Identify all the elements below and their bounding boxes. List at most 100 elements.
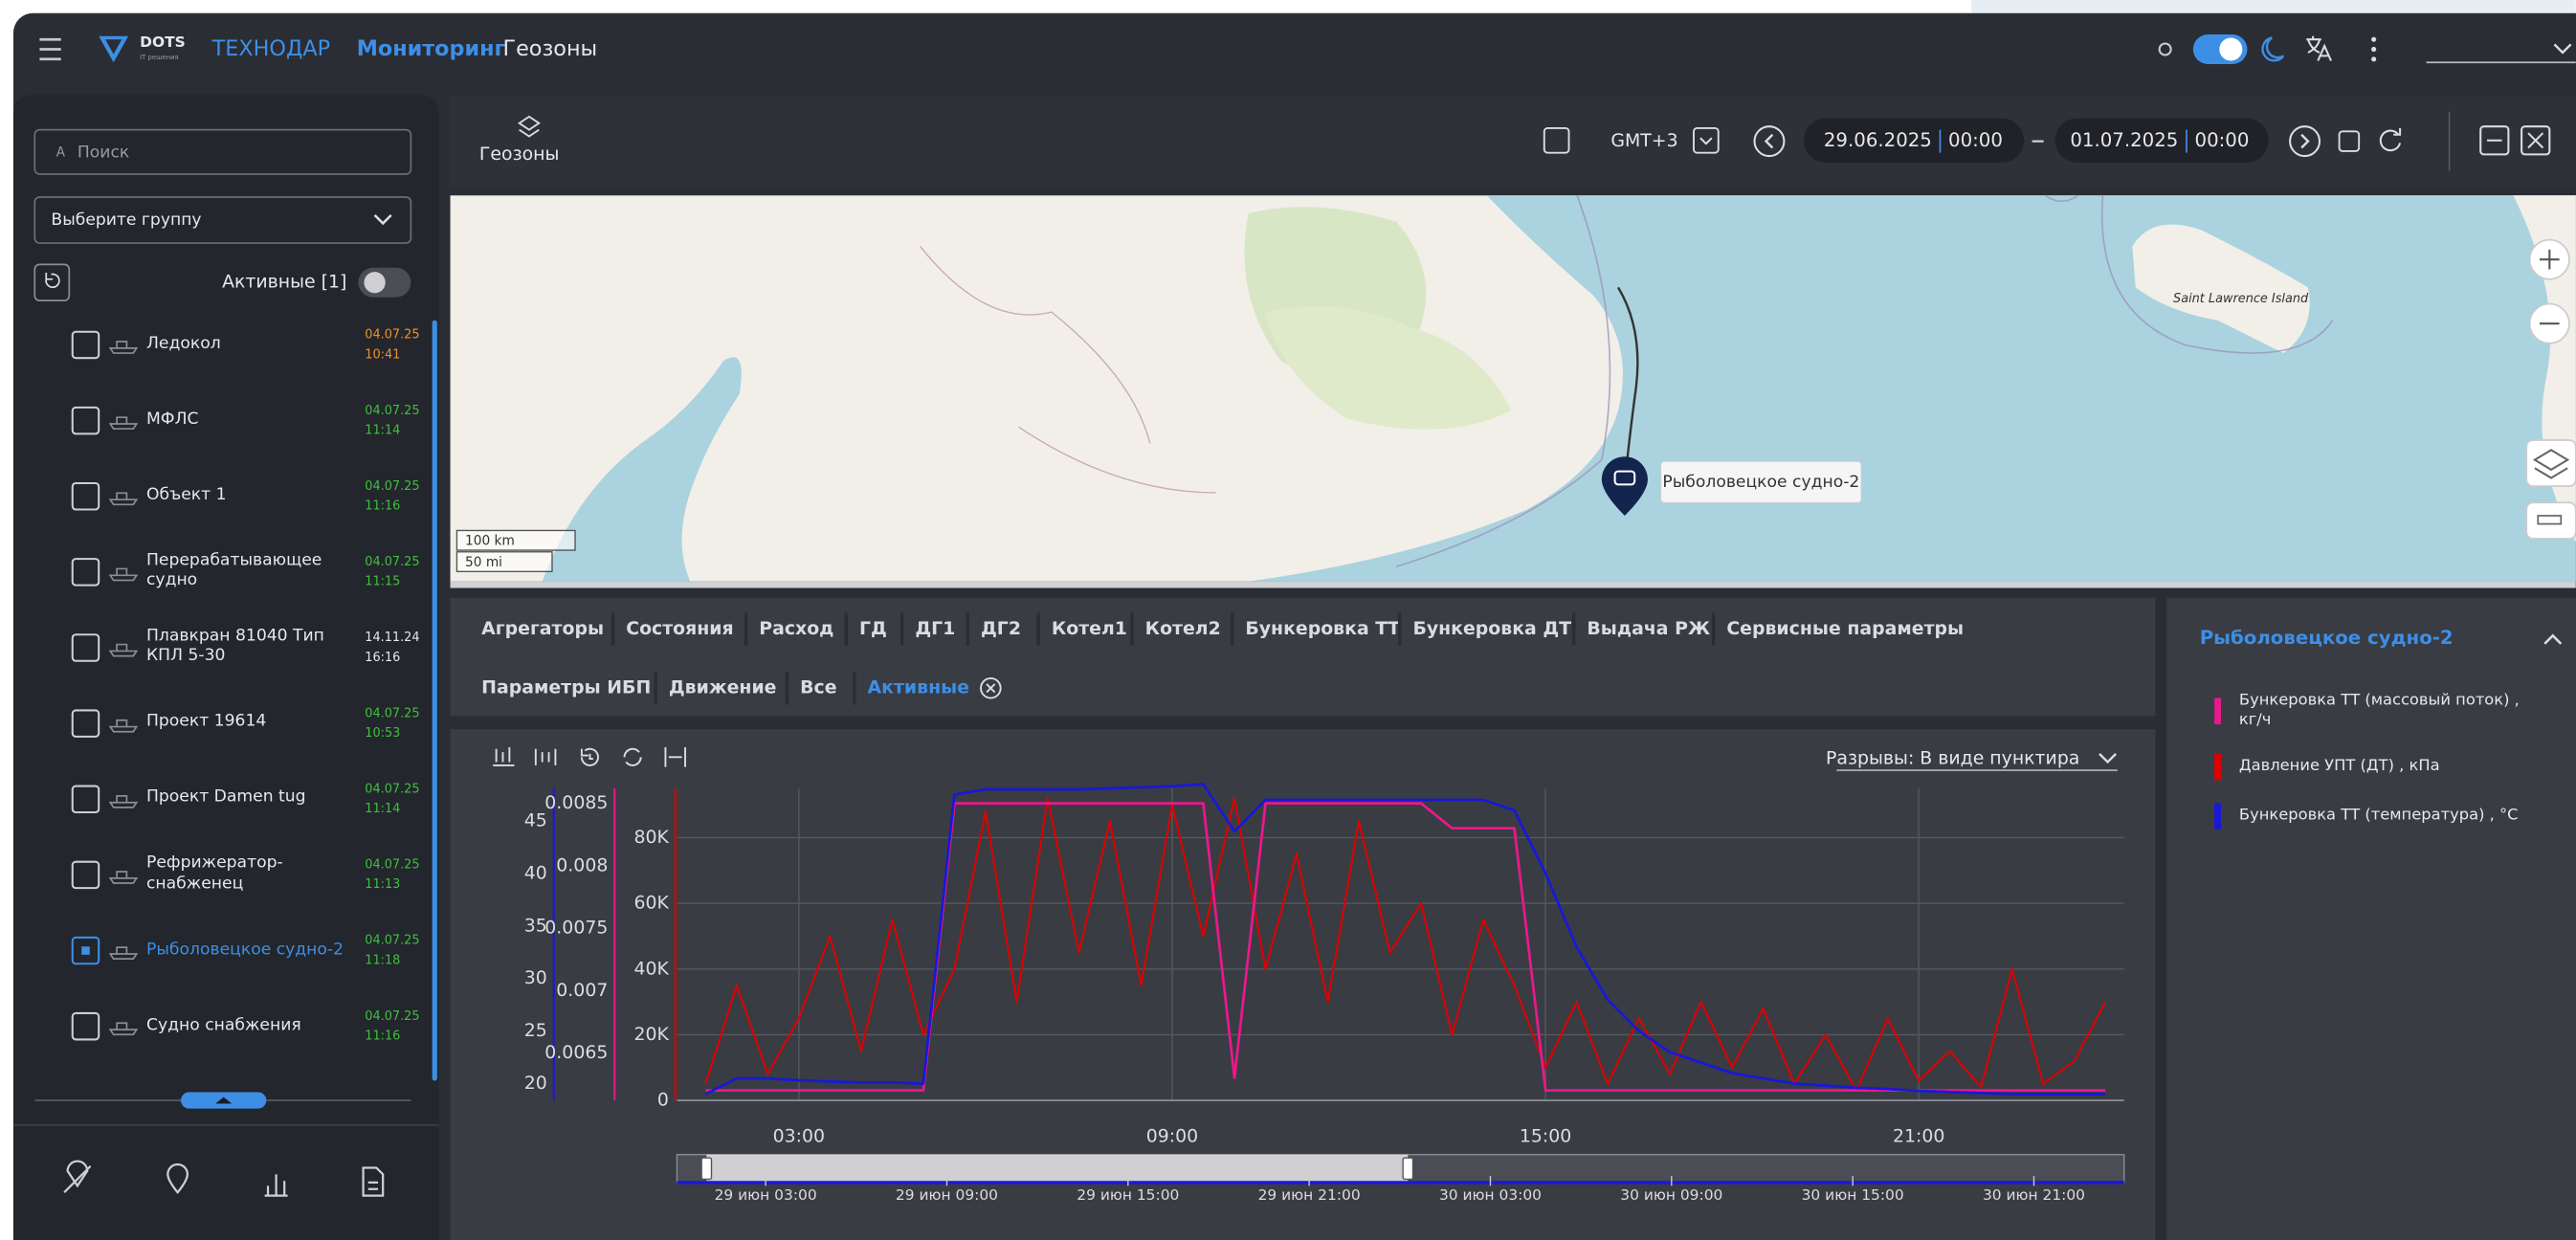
x-tick-label: 21:00 <box>1893 1125 1944 1146</box>
tab[interactable]: Состояния <box>626 618 733 639</box>
item-name: МФЛС <box>146 396 353 445</box>
brand-tagline: IT решения <box>140 54 179 61</box>
y-tick-label: 20 <box>524 1073 547 1094</box>
tab[interactable]: Движение <box>669 677 777 698</box>
backdrop <box>1971 0 2576 13</box>
company[interactable]: ТЕХНОДАР <box>211 36 330 61</box>
map-resizer[interactable] <box>451 582 2576 588</box>
y-tick-label: 20K <box>633 1024 669 1045</box>
tab[interactable]: Агрегаторы <box>481 618 604 639</box>
gaps-mode[interactable]: Разрывы: В виде пунктира <box>1826 748 2079 769</box>
legend-swatch <box>2214 803 2221 829</box>
tab[interactable]: Расход <box>759 618 833 639</box>
item-date: 04.07.25 <box>365 858 419 873</box>
y-tick-label: 40K <box>633 958 669 979</box>
main-panel: Геозоны GMT+3 29.06.2025 00:00 01.07.202… <box>451 96 2576 1240</box>
item-date: 14.11.24 <box>365 631 419 645</box>
navigator-label: 30 июн 15:00 <box>1802 1186 1904 1204</box>
tab[interactable]: Выдача РЖ <box>1587 618 1710 639</box>
map[interactable]: Saint Lawrence Island Рыболовецкое судно… <box>451 195 2576 581</box>
tab[interactable]: Все <box>800 677 836 698</box>
item-name-box: МФЛС <box>146 396 353 445</box>
map-label: Saint Lawrence Island <box>2173 292 2309 306</box>
date-from-time: 00:00 <box>1948 129 2003 151</box>
item-name-box: Рефрижератор-снабженец <box>146 851 353 899</box>
legend-item-box: Бункеровка ТТ (массовый поток) , кг/ч <box>2239 690 2535 733</box>
search-icon: A <box>56 145 66 161</box>
navigator-label: 29 июн 21:00 <box>1258 1186 1361 1204</box>
item-name-box: Судно снабжения <box>146 1002 353 1051</box>
legend-item: Бункеровка ТТ (массовый поток) , кг/ч <box>2239 690 2535 733</box>
nav-monitoring[interactable]: Мониторинг <box>357 36 506 61</box>
tab[interactable]: Бункеровка ДТ <box>1412 618 1571 639</box>
brand: DOTS <box>140 33 186 51</box>
y-tick-label: 0.008 <box>556 854 608 875</box>
legend-item-box: Давление УПТ (ДТ) , кПа <box>2239 745 2535 788</box>
navigator-label: 30 июн 03:00 <box>1439 1186 1542 1204</box>
nav-geozones[interactable]: Геозоны <box>502 36 597 61</box>
item-name: Объект 1 <box>146 472 353 520</box>
scrollbar[interactable] <box>433 321 437 1081</box>
panel-title: Геозоны <box>479 144 559 165</box>
y-tick-label: 0.0065 <box>544 1042 608 1063</box>
y-tick-label: 0.007 <box>556 980 608 1001</box>
tab[interactable]: Котел2 <box>1145 618 1221 639</box>
navigator-handle[interactable] <box>701 1158 711 1179</box>
group-select-label: Выберите группу <box>51 210 201 230</box>
toggle-knob <box>2219 37 2242 60</box>
y-tick-label: 25 <box>524 1020 547 1041</box>
layers-button[interactable] <box>2526 440 2575 486</box>
item-name-box: Рыболовецкое судно-2 <box>146 926 353 975</box>
timezone: GMT+3 <box>1610 130 1677 151</box>
more-button[interactable] <box>2371 37 2376 62</box>
item-time: 10:53 <box>365 726 400 741</box>
tab[interactable]: Активные <box>868 677 969 698</box>
item-time: 10:41 <box>365 347 400 362</box>
item-time: 11:18 <box>365 953 400 967</box>
item-date: 04.07.25 <box>365 1009 419 1024</box>
item-time: 11:14 <box>365 423 400 437</box>
item-date: 04.07.25 <box>365 404 419 418</box>
navigator-window[interactable] <box>706 1155 1408 1183</box>
item-name: Проект Damen tug <box>146 775 353 824</box>
item-date: 04.07.25 <box>365 328 419 343</box>
item-name-box: Проект Damen tug <box>146 775 353 824</box>
x-tick-label: 03:00 <box>773 1125 825 1146</box>
item-name: Судно снабжения <box>146 1002 353 1051</box>
item-checkbox-dot <box>81 946 90 955</box>
y-tick-label: 80K <box>633 827 669 848</box>
item-name-box: Перерабатывающее судно <box>146 547 353 596</box>
screen: DOTS IT решения ТЕХНОДАР Мониторинг Геоз… <box>0 0 2576 1240</box>
tab[interactable]: Сервисные параметры <box>1726 618 1964 639</box>
item-time: 11:15 <box>365 575 400 589</box>
y-tick-label: 40 <box>524 862 547 883</box>
tab[interactable]: Бункеровка ТТ <box>1245 618 1400 639</box>
legend-item: Бункеровка ТТ (температура) , °С <box>2239 795 2535 838</box>
tab[interactable]: ДГ2 <box>981 618 1021 639</box>
legend-title: Рыболовецкое судно-2 <box>2200 627 2454 649</box>
item-name: Перерабатывающее судно <box>146 547 353 596</box>
legend-swatch <box>2214 698 2221 724</box>
item-time: 11:13 <box>365 877 400 892</box>
tab[interactable]: Котел1 <box>1052 618 1127 639</box>
y-tick-label: 45 <box>524 809 547 830</box>
tabs-panel <box>451 598 2156 717</box>
item-name: Рыболовецкое судно-2 <box>146 926 353 975</box>
toggle-knob <box>364 272 385 293</box>
ruler-button[interactable] <box>2526 502 2575 539</box>
item-name-box: Объект 1 <box>146 472 353 520</box>
scale-mi: 50 mi <box>465 555 502 570</box>
navigator-label: 30 июн 21:00 <box>1983 1186 2085 1204</box>
search-placeholder: Поиск <box>78 144 129 163</box>
y-tick-label: 30 <box>524 967 547 988</box>
y-tick-label: 35 <box>524 915 547 936</box>
item-name: Плавкран 81040 Тип КПЛ 5-30 <box>146 623 353 672</box>
item-date: 04.07.25 <box>365 934 419 948</box>
y-tick-label: 0.0085 <box>544 792 608 813</box>
tab[interactable]: ГД <box>859 618 887 639</box>
navigator-label: 29 июн 09:00 <box>896 1186 998 1204</box>
navigator-handle[interactable] <box>1403 1158 1412 1179</box>
tab[interactable]: Параметры ИБП <box>481 677 651 698</box>
item-date: 04.07.25 <box>365 782 419 796</box>
tab[interactable]: ДГ1 <box>915 618 955 639</box>
